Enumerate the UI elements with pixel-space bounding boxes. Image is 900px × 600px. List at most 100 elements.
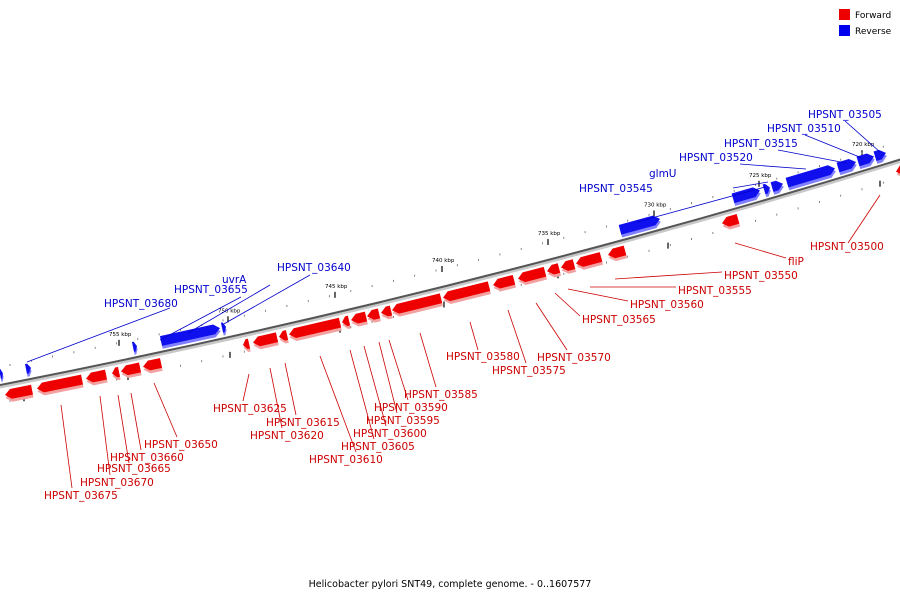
leader-line [319, 355, 357, 453]
gene-arrow-body [576, 252, 603, 267]
forward-gene-arrow [121, 362, 142, 379]
forward-gene-arrow [143, 358, 163, 374]
gene-arrow-body [785, 165, 835, 188]
gene-label-HPSNT_03520: HPSNT_03520 [679, 152, 753, 164]
legend-reverse-label: Reverse [855, 27, 892, 37]
tick-label: 720 kbp [852, 142, 875, 148]
gene-label-glmU: glmU [649, 168, 677, 180]
gene-arrow-body [618, 215, 661, 235]
forward-gene-arrow [443, 281, 491, 305]
gene-label-HPSNT_03620: HPSNT_03620 [250, 430, 324, 442]
gene-arrow-body [253, 332, 279, 347]
gene-label-HPSNT_03555: HPSNT_03555 [678, 285, 752, 297]
gene-arrow-body [392, 293, 443, 314]
gene-arrow-body [121, 362, 142, 376]
gene-arrow-body [143, 358, 163, 371]
gene-arrow-body [131, 341, 138, 352]
forward-gene-arrow [493, 274, 516, 292]
gene-label-HPSNT_03515: HPSNT_03515 [724, 138, 798, 150]
gene-label-HPSNT_03585: HPSNT_03585 [404, 389, 478, 401]
forward-gene-arrow [243, 338, 251, 352]
gene-label-HPSNT_03545: HPSNT_03545 [579, 183, 653, 195]
gene-label-HPSNT_03650: HPSNT_03650 [144, 439, 218, 451]
leader-line [734, 242, 787, 259]
gene-arrow-body [289, 317, 342, 339]
gene-arrow-body [561, 259, 576, 271]
gene-labels: HPSNT_03505 HPSNT_03510 HPSNT_03515 HPSNT_0… [26, 109, 884, 502]
forward-gene-arrow [561, 259, 577, 274]
tick-label: 755 kbp [109, 332, 132, 338]
gene-label-HPSNT_03675: HPSNT_03675 [44, 490, 118, 502]
gene-label-HPSNT_03505: HPSNT_03505 [808, 109, 882, 121]
gene-arrow-body [112, 366, 121, 378]
forward-gene-arrow [576, 252, 604, 270]
forward-gene-arrow [518, 266, 548, 285]
gene-arrow-body [86, 369, 108, 383]
reverse-gene-arrow [873, 149, 887, 164]
forward-gene-arrow [547, 263, 562, 278]
gene-arrow-body [0, 368, 4, 379]
forward-gene-arrow [86, 369, 108, 386]
gene-label-HPSNT_03665: HPSNT_03665 [97, 463, 171, 475]
gene-arrow-body [5, 384, 33, 399]
leader-line [388, 339, 409, 401]
leader-line [221, 274, 311, 326]
reverse-gene-arrow [856, 153, 875, 170]
forward-gene-arrow [722, 214, 741, 230]
genome-caption: Helicobacter pylori SNT49, complete geno… [309, 579, 592, 590]
forward-gene-arrow [608, 245, 628, 262]
gene-label-fliP: fliP [788, 256, 804, 268]
forward-gene-arrow [289, 317, 342, 341]
gene-label-HPSNT_03615: HPSNT_03615 [266, 417, 340, 429]
gene-arrow-body [896, 164, 900, 175]
leader-line [507, 309, 527, 364]
backbone-shadow [0, 158, 900, 389]
forward-gene-arrow [392, 293, 443, 317]
forward-gene-arrow [279, 330, 289, 344]
gene-arrow-body [443, 281, 491, 302]
tick-label: 740 kbp [432, 258, 455, 264]
gene-arrow-body [367, 308, 381, 320]
tick-label: 725 kbp [749, 173, 772, 179]
gene-arrow-body [381, 305, 393, 317]
forward-gene-arrow [351, 311, 368, 327]
leader-line [349, 349, 375, 440]
forward-gene-arrow [342, 315, 351, 329]
gene-arrow-body [873, 149, 886, 162]
leader-line [117, 394, 130, 464]
forward-gene-arrow [367, 308, 381, 323]
gene-arrow-body [493, 274, 516, 289]
leader-line [284, 362, 297, 416]
gene-label-HPSNT_03605: HPSNT_03605 [341, 441, 415, 453]
leader-line [777, 149, 847, 164]
gene-label-uvrA: uvrA [222, 274, 247, 286]
leader-line [378, 341, 398, 414]
gene-label-HPSNT_03575: HPSNT_03575 [492, 365, 566, 377]
gene-label-HPSNT_03500: HPSNT_03500 [810, 241, 884, 253]
forward-gene-arrow [253, 332, 279, 350]
leader-line [242, 373, 250, 402]
reverse-gene-arrow [762, 183, 771, 198]
leader-line [614, 271, 723, 280]
reverse-gene-arrow [131, 341, 138, 355]
forward-gene-arrow [112, 366, 121, 381]
forward-gene-arrow [896, 164, 900, 178]
gene-arrow-body [37, 374, 83, 393]
gene-label-HPSNT_03600: HPSNT_03600 [353, 428, 427, 440]
gene-label-HPSNT_03510: HPSNT_03510 [767, 123, 841, 135]
gene-arrow-body [342, 315, 351, 327]
tick-label: 730 kbp [644, 202, 667, 208]
gene-label-HPSNT_03560: HPSNT_03560 [630, 299, 704, 311]
reverse-gene-arrow [0, 368, 4, 382]
gene-label-HPSNT_03550: HPSNT_03550 [724, 270, 798, 282]
gene-arrow-body [159, 324, 221, 346]
reverse-gene-arrow [770, 180, 784, 195]
reverse-gene-arrow [159, 324, 221, 349]
gene-label-HPSNT_03655: HPSNT_03655 [174, 284, 248, 296]
reverse-gene-arrow [785, 165, 836, 191]
gene-arrow-body [722, 214, 740, 227]
gene-arrow-body [518, 266, 547, 283]
reverse-gene-arrow [618, 215, 661, 238]
gene-label-HPSNT_03590: HPSNT_03590 [374, 402, 448, 414]
